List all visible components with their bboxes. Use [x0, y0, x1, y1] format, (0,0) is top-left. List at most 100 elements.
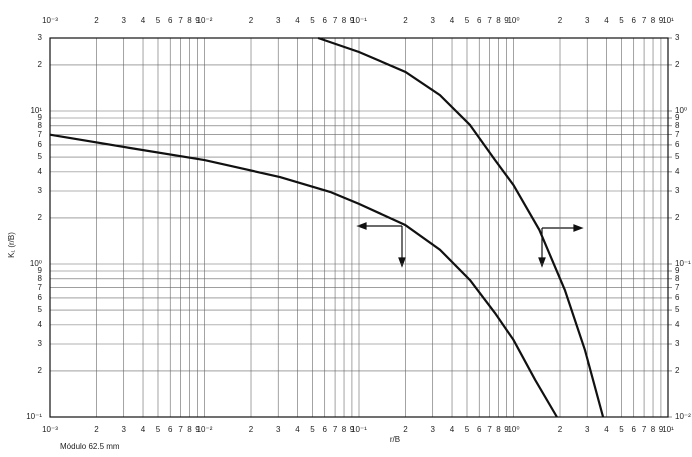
x-top-tick-label: 5: [310, 16, 315, 25]
x-tick-label: 10⁻²: [197, 425, 213, 434]
x-tick-label: 6: [322, 425, 327, 434]
x-tick-label: 2: [249, 425, 254, 434]
x-top-tick-label: 6: [631, 16, 636, 25]
y2-tick-label: 10⁻²: [675, 412, 691, 421]
x-top-tick-label: 3: [585, 16, 590, 25]
x-tick-label: 4: [450, 425, 455, 434]
y-tick-label: 7: [38, 283, 43, 292]
x-top-tick-label: 2: [94, 16, 99, 25]
x-tick-label: 8: [187, 425, 192, 434]
y2-tick-label: 3: [675, 339, 680, 348]
y-tick-label: 3: [38, 33, 43, 42]
x-tick-label: 4: [295, 425, 300, 434]
y2-tick-label: 2: [675, 60, 680, 69]
y-tick-label: 8: [38, 274, 43, 283]
y-tick-label: 5: [38, 305, 43, 314]
y2-tick-label: 9: [675, 113, 680, 122]
y-tick-label: 2: [38, 366, 43, 375]
x-tick-label: 8: [651, 425, 656, 434]
y-tick-label: 10¹: [30, 106, 42, 115]
x-top-tick-label: 9: [504, 16, 509, 25]
y2-tick-label: 3: [675, 33, 680, 42]
x-tick-label: 8: [496, 425, 501, 434]
curve: [317, 36, 605, 418]
x-top-tick-label: 8: [496, 16, 501, 25]
y-tick-label: 3: [38, 339, 43, 348]
x-tick-label: 9: [350, 425, 355, 434]
x-top-tick-label: 2: [403, 16, 408, 25]
x-top-tick-label: 7: [487, 16, 492, 25]
y2-tick-label: 8: [675, 121, 680, 130]
x-top-tick-label: 3: [276, 16, 281, 25]
x-tick-label: 2: [558, 425, 563, 434]
x-tick-label: 7: [178, 425, 183, 434]
x-top-tick-label: 10⁰: [507, 16, 519, 25]
y-tick-label: 6: [38, 293, 43, 302]
y2-tick-label: 2: [675, 213, 680, 222]
x-tick-label: 6: [477, 425, 482, 434]
x-top-tick-label: 8: [651, 16, 656, 25]
x-top-tick-label: 9: [350, 16, 355, 25]
y2-tick-label: 5: [675, 305, 680, 314]
x-top-tick-label: 3: [121, 16, 126, 25]
x-tick-label: 10⁻¹: [351, 425, 367, 434]
x-tick-label: 5: [310, 425, 315, 434]
y-tick-label: 3: [38, 186, 43, 195]
x-tick-label: 10¹: [662, 425, 674, 434]
x-top-tick-label: 7: [333, 16, 338, 25]
x-tick-label: 10⁰: [507, 425, 519, 434]
x-tick-label: 3: [585, 425, 590, 434]
x-tick-label: 5: [465, 425, 470, 434]
x-top-tick-label: 5: [156, 16, 161, 25]
x-top-tick-label: 10⁻¹: [351, 16, 367, 25]
y2-tick-label: 6: [675, 293, 680, 302]
x-top-tick-label: 6: [477, 16, 482, 25]
x-tick-label: 5: [156, 425, 161, 434]
x-top-tick-label: 9: [195, 16, 200, 25]
y-tick-label: 6: [38, 140, 43, 149]
y-tick-label: 9: [38, 266, 43, 275]
y-tick-label: 2: [38, 213, 43, 222]
x-tick-label: 7: [487, 425, 492, 434]
x-top-tick-label: 6: [168, 16, 173, 25]
x-axis-label: r/B: [390, 435, 400, 444]
x-tick-label: 6: [168, 425, 173, 434]
y-tick-label: 5: [38, 152, 43, 161]
annotation-arrows: [356, 222, 584, 268]
x-tick-label: 4: [141, 425, 146, 434]
y2-tick-label: 2: [675, 366, 680, 375]
y2-tick-label: 4: [675, 167, 680, 176]
x-top-tick-label: 3: [430, 16, 435, 25]
x-tick-label: 2: [403, 425, 408, 434]
y-tick-label: 2: [38, 60, 43, 69]
x-tick-label: 3: [121, 425, 126, 434]
y-tick-label: 7: [38, 130, 43, 139]
x-tick-label: 3: [276, 425, 281, 434]
x-top-tick-label: 4: [141, 16, 146, 25]
x-tick-label: 10⁻³: [42, 425, 58, 434]
x-tick-label: 7: [333, 425, 338, 434]
x-top-tick-label: 10⁻²: [197, 16, 213, 25]
x-tick-label: 9: [504, 425, 509, 434]
x-tick-label: 9: [195, 425, 200, 434]
x-top-tick-label: 5: [619, 16, 624, 25]
y2-tick-label: 3: [675, 186, 680, 195]
y-tick-label: 9: [38, 113, 43, 122]
plot-frame: [49, 37, 669, 418]
y2-tick-label: 10⁻¹: [675, 259, 691, 268]
x-tick-label: 3: [430, 425, 435, 434]
x-top-tick-label: 2: [558, 16, 563, 25]
y-axis-label: K₁ (r/B): [7, 232, 16, 258]
x-top-tick-label: 2: [249, 16, 254, 25]
curve: [49, 133, 558, 418]
x-top-tick-label: 5: [465, 16, 470, 25]
x-top-tick-label: 8: [187, 16, 192, 25]
y2-tick-label: 7: [675, 283, 680, 292]
x-tick-label: 2: [94, 425, 99, 434]
x-top-tick-label: 6: [322, 16, 327, 25]
note: Módulo 62.5 mm: [60, 442, 120, 451]
y-tick-label: 10⁻¹: [26, 412, 42, 421]
x-top-tick-label: 4: [450, 16, 455, 25]
